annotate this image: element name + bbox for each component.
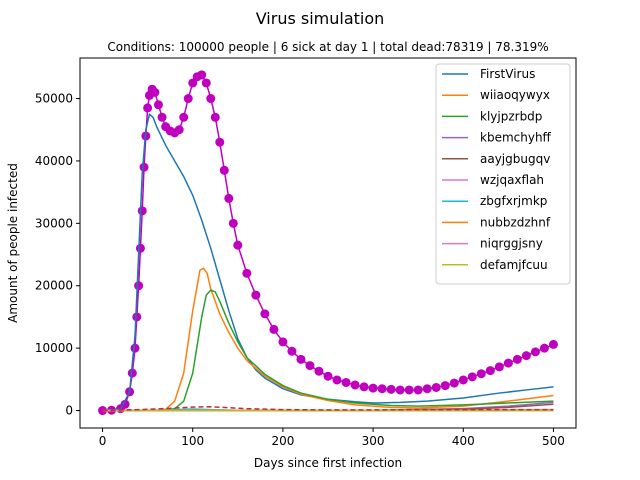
marker-point-63 <box>485 366 495 376</box>
x-tick-label-0: 0 <box>99 434 107 448</box>
marker-point-50 <box>368 383 378 393</box>
marker-point-43 <box>305 361 315 371</box>
marker-point-23 <box>179 112 189 122</box>
marker-point-56 <box>422 384 432 394</box>
series-line-FirstVirus <box>102 113 554 412</box>
marker-point-59 <box>449 378 459 388</box>
marker-point-8 <box>134 281 144 291</box>
y-tick-label-0: 0 <box>65 404 73 418</box>
y-tick-label-2: 20000 <box>35 279 73 293</box>
marker-point-5 <box>127 368 137 378</box>
marker-point-41 <box>287 346 297 356</box>
x-tick-label-5: 500 <box>542 434 565 448</box>
marker-point-25 <box>188 78 198 88</box>
marker-point-69 <box>539 343 549 353</box>
x-axis-label: Days since first infection <box>254 456 402 470</box>
marker-point-39 <box>269 324 279 334</box>
marker-point-54 <box>404 385 414 395</box>
marker-point-49 <box>359 382 369 392</box>
marker-point-37 <box>251 290 261 300</box>
y-tick-label-5: 50000 <box>35 92 73 106</box>
x-tick-label-1: 100 <box>181 434 204 448</box>
y-tick-label-3: 30000 <box>35 216 73 230</box>
series-line-klyjpzrbdp <box>102 289 554 412</box>
marker-point-68 <box>530 347 540 357</box>
x-tick-label-3: 300 <box>362 434 385 448</box>
chart-subtitle: Conditions: 100000 people | 6 sick at da… <box>107 40 548 54</box>
chart-title: Virus simulation <box>256 9 385 28</box>
marker-point-6 <box>130 343 140 353</box>
marker-point-18 <box>157 112 167 122</box>
marker-point-28 <box>201 78 211 88</box>
marker-point-31 <box>215 137 225 147</box>
marker-point-46 <box>332 375 342 385</box>
marker-point-47 <box>341 377 351 387</box>
marker-point-64 <box>494 362 504 372</box>
marker-point-42 <box>296 354 306 364</box>
marker-point-34 <box>228 218 238 228</box>
legend-label-zbgfxrjmkp: zbgfxrjmkp <box>480 194 547 208</box>
marker-point-55 <box>413 385 423 395</box>
marker-point-57 <box>431 382 441 392</box>
marker-point-48 <box>350 380 360 390</box>
marker-point-45 <box>323 371 333 381</box>
y-tick-label-4: 40000 <box>35 154 73 168</box>
marker-point-9 <box>135 243 145 253</box>
marker-point-52 <box>386 384 396 394</box>
marker-point-40 <box>278 337 288 347</box>
marker-point-13 <box>143 103 153 113</box>
marker-point-36 <box>242 268 252 278</box>
marker-point-33 <box>224 193 234 203</box>
marker-point-65 <box>503 358 513 368</box>
x-tick-label-4: 400 <box>452 434 475 448</box>
plot-frame <box>79 57 577 429</box>
marker-point-11 <box>139 162 149 172</box>
marker-point-29 <box>206 94 216 104</box>
marker-point-61 <box>467 372 477 382</box>
legend-label-FirstVirus: FirstVirus <box>480 67 535 81</box>
marker-point-58 <box>440 381 450 391</box>
y-tick-label-1: 10000 <box>35 341 73 355</box>
legend-label-niqrggjsny: niqrggjsny <box>480 237 543 251</box>
x-tick-label-2: 200 <box>271 434 294 448</box>
marker-point-62 <box>476 369 486 379</box>
legend-label-klyjpzrbdp: klyjpzrbdp <box>480 109 542 123</box>
marker-point-35 <box>233 240 243 250</box>
marker-point-22 <box>174 125 184 135</box>
legend-label-defamjfcuu: defamjfcuu <box>480 258 548 272</box>
legend-label-kbemchyhff: kbemchyhff <box>480 131 552 145</box>
marker-point-16 <box>150 87 160 97</box>
y-axis-label: Amount of people infected <box>6 163 20 323</box>
marker-series <box>98 70 558 416</box>
marker-point-53 <box>395 385 405 395</box>
series-line-wiiaoqywyx <box>102 267 554 412</box>
legend: FirstVirus wiiaoqywyx klyjpzrbdp kbemchyhff… <box>435 63 571 285</box>
marker-point-30 <box>210 112 220 122</box>
marker-point-44 <box>314 366 324 376</box>
legend-label-wiiaoqywyx: wiiaoqywyx <box>480 88 550 102</box>
marker-point-32 <box>219 165 229 175</box>
ticks-layer: 0 100 200 300 400 500 0 10000 20000 30000 40000 500… <box>35 92 565 448</box>
series-layer <box>98 70 558 416</box>
marker-point-24 <box>183 94 193 104</box>
marker-point-38 <box>260 309 270 319</box>
legend-box <box>435 63 571 285</box>
marker-point-70 <box>548 339 558 349</box>
marker-point-10 <box>137 206 147 216</box>
marker-point-66 <box>512 354 522 364</box>
marker-point-27 <box>197 70 207 80</box>
series-line-dashed-10 <box>102 406 554 412</box>
marker-point-67 <box>521 351 531 361</box>
legend-label-wzjqaxflah: wzjqaxflah <box>480 173 544 187</box>
marker-point-7 <box>132 312 142 322</box>
marker-point-51 <box>377 384 387 394</box>
marker-point-17 <box>153 100 163 110</box>
legend-label-nubbzdzhnf: nubbzdzhnf <box>480 215 551 229</box>
marker-point-60 <box>458 375 468 385</box>
legend-label-aayjgbugqv: aayjgbugqv <box>480 152 550 166</box>
